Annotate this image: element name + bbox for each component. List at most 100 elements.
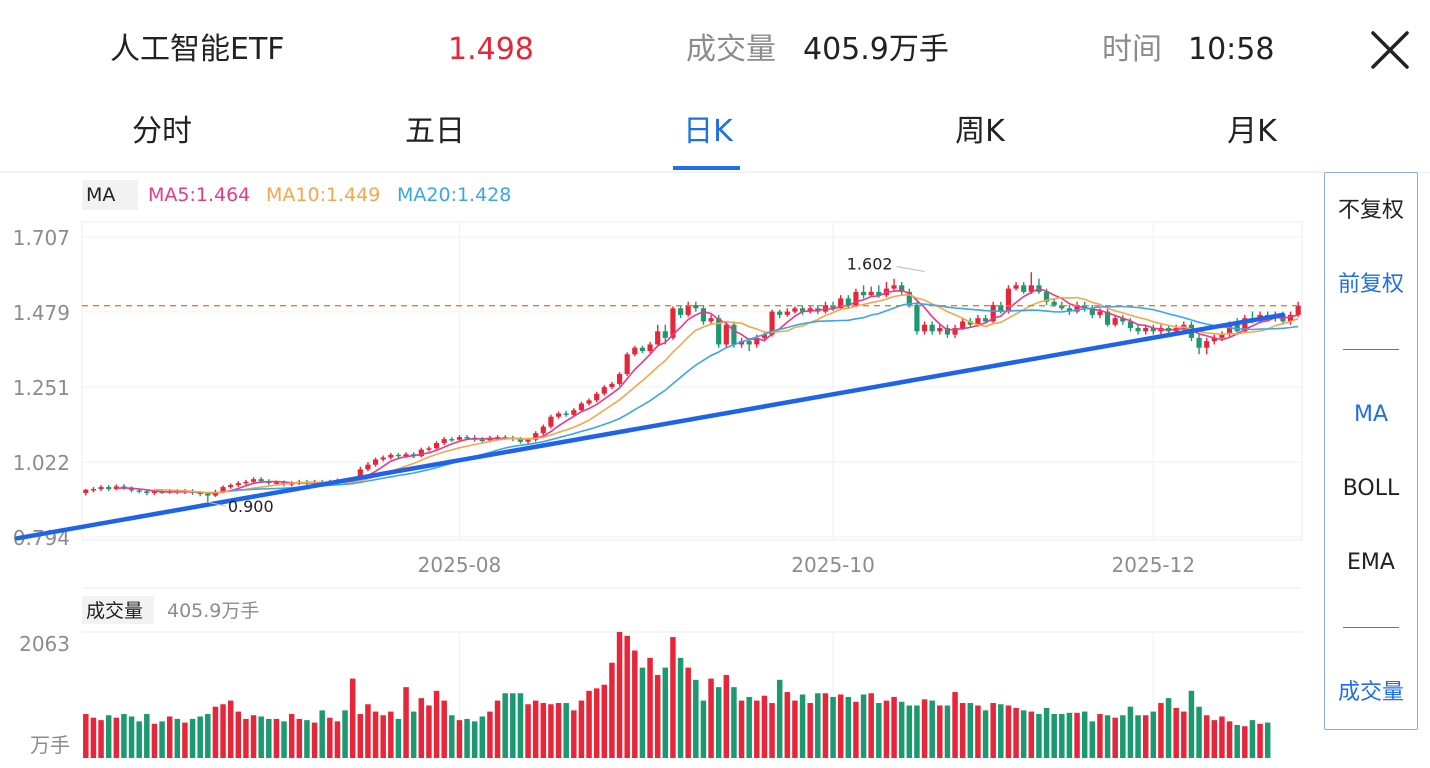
candle-body <box>1295 305 1301 315</box>
volume-bar <box>746 696 752 758</box>
volume-bar <box>1242 726 1248 758</box>
volume-title-bg <box>82 596 154 624</box>
candle-body <box>388 454 394 458</box>
chart-options-panel: 不复权 前复权 MA BOLL EMA 成交量 <box>1324 172 1418 730</box>
candle-body <box>1226 324 1233 335</box>
volume-bar <box>967 703 974 758</box>
x-tick-label: 2025-12 <box>1112 553 1196 577</box>
candle-body <box>83 489 89 493</box>
volume-bar <box>235 711 242 758</box>
indicator-boll[interactable]: BOLL <box>1342 476 1400 501</box>
candle-body <box>929 324 935 332</box>
tab-daily-k[interactable]: 日K <box>683 114 733 149</box>
indicator-ma[interactable]: MA <box>1353 402 1389 427</box>
volume-bar <box>1234 725 1240 758</box>
candle-body <box>853 291 859 306</box>
volume-bar <box>830 696 836 758</box>
candle-body <box>571 410 577 415</box>
volume-bar <box>1135 715 1141 758</box>
volume-bar <box>205 714 211 758</box>
kline-chart[interactable]: MA MA5:1.464 MA10:1.449 MA20:1.428 1.707 1.47… <box>0 0 1324 768</box>
volume-bar <box>952 692 958 758</box>
annotation-leader <box>896 266 925 272</box>
indicator-ema[interactable]: EMA <box>1347 550 1395 575</box>
candle-body <box>624 354 630 375</box>
candle-body <box>426 448 432 450</box>
volume-bar <box>220 704 226 758</box>
candle-body <box>708 318 714 322</box>
candle-body <box>937 328 943 332</box>
candle-body <box>777 311 783 315</box>
candle-body <box>1135 328 1141 332</box>
volume-bar <box>357 714 364 758</box>
volume-bar <box>136 721 142 758</box>
candle-body <box>693 305 699 309</box>
candle-body <box>868 291 874 296</box>
candle-body <box>98 487 104 490</box>
volume-bar <box>792 700 798 758</box>
min-price-annotation: 0.900 <box>228 497 274 516</box>
candle-body <box>731 324 737 345</box>
candle-body <box>601 387 607 394</box>
subchart-volume[interactable]: 成交量 <box>1337 680 1404 705</box>
volume-bar <box>723 674 730 758</box>
volume-bar <box>258 716 264 758</box>
volume-bar <box>1120 715 1126 758</box>
tab-five-day[interactable]: 五日 <box>405 114 465 149</box>
volume-bar <box>670 637 676 758</box>
main-plot-frame <box>81 221 1303 541</box>
candle-body <box>106 487 112 490</box>
candle-body <box>90 489 97 491</box>
volume-bar <box>128 716 135 758</box>
tab-monthly-k[interactable]: 月K <box>1227 114 1277 149</box>
y-tick-label: 1.022 <box>13 451 70 475</box>
tab-weekly-k[interactable]: 周K <box>955 114 1005 149</box>
max-price-annotation: 1.602 <box>847 255 893 274</box>
candle-body <box>380 457 386 460</box>
candle-body <box>479 439 485 442</box>
candle-body <box>1059 305 1065 309</box>
close-button[interactable] <box>1368 28 1412 72</box>
candle-body <box>372 459 379 465</box>
candle-body <box>998 305 1004 312</box>
volume-value: 405.9万手 <box>803 32 949 67</box>
volume-bar <box>532 700 539 758</box>
volume-bar <box>319 710 325 758</box>
volume-bar <box>998 704 1004 758</box>
volume-bar <box>1066 712 1073 758</box>
time-label: 时间 <box>1102 32 1162 67</box>
volume-bar <box>685 667 691 758</box>
candle-body <box>677 308 684 315</box>
candle-body <box>838 298 844 309</box>
candle-body <box>563 413 569 415</box>
candle-body <box>250 479 257 482</box>
option-forward-adjust[interactable]: 前复权 <box>1337 272 1404 297</box>
option-no-adjust[interactable]: 不复权 <box>1337 198 1404 223</box>
volume-bar <box>929 700 935 758</box>
candle-body <box>144 491 150 493</box>
volume-bar <box>662 667 669 758</box>
tab-intraday[interactable]: 分时 <box>132 114 192 149</box>
candle-body <box>449 439 455 441</box>
volume-title: 成交量 <box>86 600 143 622</box>
quote-header: 人工智能ETF 1.498 成交量 405.9万手 时间 10:58 <box>0 0 1430 100</box>
volume-bar <box>937 705 943 758</box>
volume-bar <box>883 700 890 758</box>
candle-body <box>533 433 539 440</box>
volume-bar <box>1188 690 1195 758</box>
candle-body <box>761 334 768 338</box>
candle-body <box>1066 308 1073 312</box>
active-tab-indicator <box>673 166 740 170</box>
volume-bar <box>632 650 638 758</box>
candle-body <box>540 426 546 434</box>
volume-bar <box>578 700 585 758</box>
volume-bar <box>1226 721 1233 758</box>
candle-body <box>1204 341 1210 348</box>
candle-body <box>738 341 745 345</box>
volume-bar <box>487 711 493 758</box>
y-tick-label: 1.707 <box>13 226 70 250</box>
volume-bar <box>677 657 684 758</box>
candle-body <box>830 305 836 309</box>
trendline <box>14 312 1286 541</box>
legend-ma20: MA20:1.428 <box>397 184 511 206</box>
